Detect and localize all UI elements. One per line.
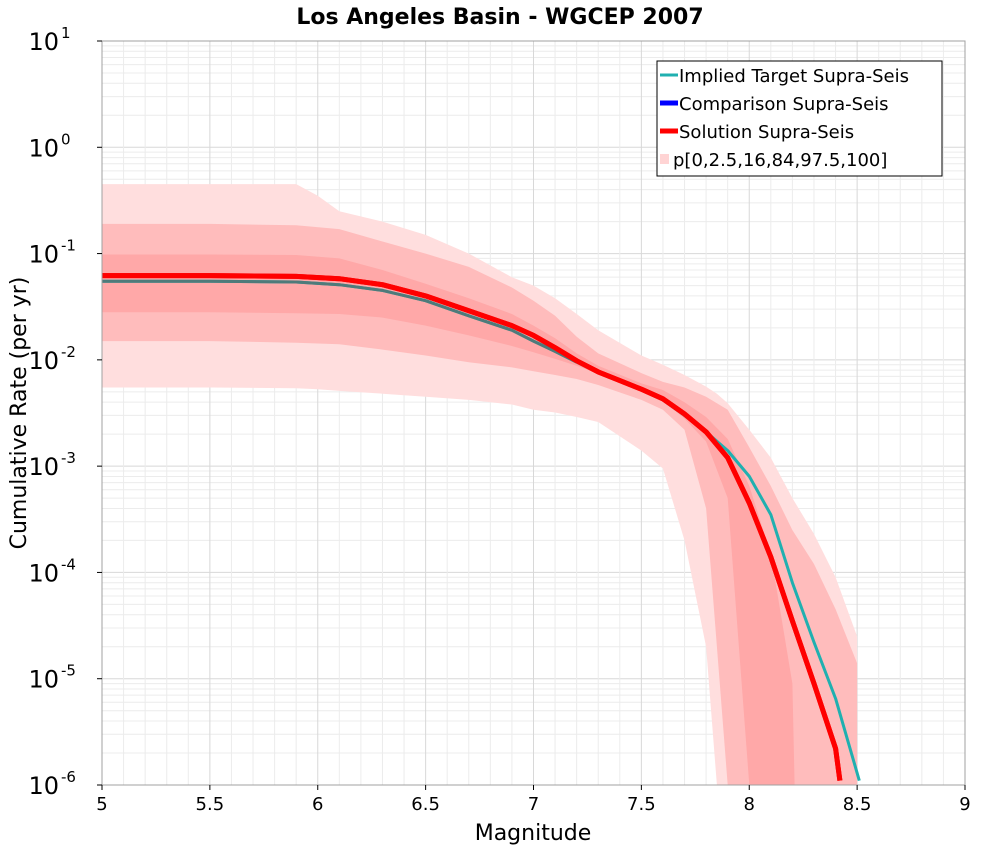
x-tick-label: 6.5 xyxy=(411,794,440,815)
legend: Implied Target Supra-Seis Comparison Supr… xyxy=(656,60,943,177)
x-tick-label: 6 xyxy=(312,794,323,815)
x-axis-ticks: 5 5.5 6 6.5 7 7.5 8 8.5 9 xyxy=(96,785,971,815)
target-line-overlap xyxy=(102,279,578,364)
x-tick-label: 7 xyxy=(528,794,539,815)
y-tick-exponent: -6 xyxy=(61,768,76,786)
y-tick-label: 10 xyxy=(28,241,59,269)
x-tick-label: 5.5 xyxy=(196,794,225,815)
legend-box xyxy=(656,60,943,177)
solution-line-top xyxy=(102,273,843,781)
y-tick-exponent: -4 xyxy=(61,555,76,573)
y-tick-exponent: 0 xyxy=(61,130,71,148)
y-tick-exponent: -5 xyxy=(61,662,76,680)
y-axis-label: Cumulative Rate (per yr) xyxy=(7,277,32,550)
legend-label: Solution Supra-Seis xyxy=(679,122,854,143)
y-tick-label: 10 xyxy=(28,772,59,800)
y-tick-label: 10 xyxy=(28,559,59,587)
chart-title: Los Angeles Basin - WGCEP 2007 xyxy=(296,5,703,30)
x-tick-label: 8.5 xyxy=(843,794,872,815)
legend-label: Implied Target Supra-Seis xyxy=(679,66,909,87)
y-tick-exponent: -1 xyxy=(61,237,76,255)
legend-swatch-band xyxy=(660,154,669,164)
y-tick-label: 10 xyxy=(28,347,59,375)
y-tick-label: 10 xyxy=(28,666,59,694)
band-p16-p84 xyxy=(102,254,795,785)
legend-label: Comparison Supra-Seis xyxy=(679,94,889,115)
y-tick-label: 10 xyxy=(28,134,59,162)
x-tick-label: 8 xyxy=(744,794,755,815)
legend-label: p[0,2.5,16,84,97.5,100] xyxy=(673,150,887,171)
y-tick-exponent: -2 xyxy=(61,343,76,361)
y-tick-label: 10 xyxy=(28,28,59,56)
x-axis-label: Magnitude xyxy=(475,821,592,846)
y-tick-exponent: -3 xyxy=(61,449,76,467)
x-tick-label: 9 xyxy=(959,794,970,815)
series-lines xyxy=(102,273,861,782)
x-tick-label: 7.5 xyxy=(627,794,656,815)
x-tick-label: 5 xyxy=(96,794,107,815)
y-tick-label: 10 xyxy=(28,453,59,481)
y-tick-exponent: 1 xyxy=(61,24,71,42)
